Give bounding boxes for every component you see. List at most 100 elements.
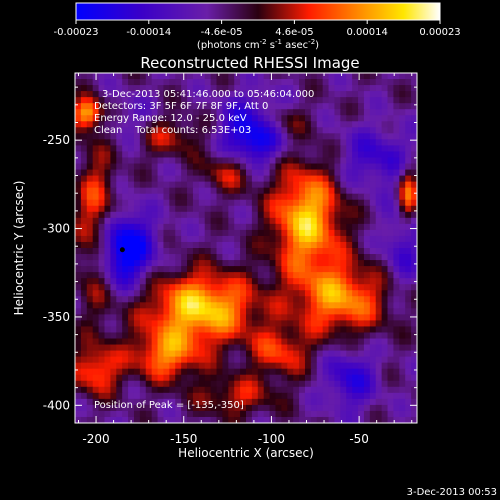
heatmap-cell (169, 139, 176, 147)
heatmap-cell (187, 235, 194, 243)
heatmap-cell (393, 115, 400, 122)
heatmap-cell (299, 326, 306, 334)
heatmap-cell (163, 217, 170, 225)
heatmap-cell (334, 109, 341, 116)
heatmap-cell (375, 103, 383, 110)
heatmap-cell (133, 241, 141, 249)
heatmap-cell (133, 121, 141, 128)
heatmap-cell (411, 157, 417, 165)
heatmap-cell (293, 103, 300, 110)
heatmap-cell (304, 127, 312, 134)
heatmap-cell (204, 139, 212, 147)
heatmap-cell (275, 254, 282, 261)
heatmap-cell (151, 260, 159, 267)
heatmap-cell (187, 151, 194, 159)
heatmap-cell (299, 416, 306, 423)
heatmap-cell (240, 103, 247, 110)
heatmap-cell (269, 91, 277, 98)
heatmap-cell (92, 145, 100, 153)
heatmap-cell (352, 85, 359, 92)
heatmap-cell (228, 175, 235, 183)
heatmap-cell (104, 133, 111, 140)
heatmap-cell (86, 356, 94, 364)
heatmap-cell (293, 284, 300, 291)
heatmap-cell (92, 368, 100, 376)
heatmap-cell (263, 199, 271, 207)
heatmap-cell (399, 181, 406, 189)
heatmap-cell (139, 79, 147, 86)
heatmap-cell (263, 229, 271, 237)
heatmap-cell (411, 416, 417, 423)
heatmap-cell (322, 350, 330, 358)
heatmap-cell (210, 380, 218, 388)
heatmap-cell (287, 356, 294, 364)
heatmap-cell (310, 103, 318, 110)
heatmap-cell (175, 103, 182, 110)
heatmap-cell (198, 404, 206, 412)
heatmap-cell (110, 398, 117, 406)
heatmap-cell (246, 338, 253, 346)
heatmap-cell (299, 386, 306, 394)
heatmap-cell (192, 410, 200, 418)
heatmap-cell (257, 380, 265, 388)
heatmap-cell (104, 91, 111, 98)
heatmap-cell (346, 374, 353, 382)
heatmap-cell (281, 181, 288, 189)
heatmap-cell (251, 326, 259, 334)
heatmap-cell (75, 157, 82, 165)
heatmap-cell (175, 145, 182, 153)
heatmap-cell (269, 338, 277, 346)
heatmap-cell (75, 241, 82, 249)
heatmap-cell (151, 392, 159, 400)
heatmap-cell (122, 350, 129, 358)
heatmap-cell (75, 151, 82, 159)
heatmap-cell (116, 199, 123, 207)
heatmap-cell (269, 410, 277, 418)
heatmap-cell (216, 380, 224, 388)
heatmap-cell (251, 392, 259, 400)
heatmap-cell (322, 356, 330, 364)
heatmap-cell (334, 374, 341, 382)
heatmap-cell (304, 187, 312, 195)
heatmap-cell (234, 199, 241, 207)
heatmap-cell (381, 350, 389, 358)
heatmap-cell (358, 235, 365, 243)
heatmap-cell (116, 91, 123, 98)
heatmap-cell (228, 398, 235, 406)
heatmap-cell (133, 85, 141, 92)
heatmap-cell (346, 79, 353, 86)
heatmap-cell (145, 85, 153, 92)
y-tick-label: -400 (43, 398, 70, 412)
heatmap-cell (92, 97, 100, 104)
heatmap-cell (411, 241, 417, 249)
heatmap-cell (358, 193, 365, 201)
heatmap-cell (145, 115, 153, 122)
heatmap-cell (269, 362, 277, 370)
heatmap-cell (110, 211, 117, 219)
heatmap-cell (116, 193, 123, 201)
heatmap-cell (411, 368, 417, 376)
heatmap-cell (169, 356, 176, 364)
heatmap-cell (251, 109, 259, 116)
heatmap-cell (181, 193, 188, 201)
heatmap-cell (169, 103, 176, 110)
heatmap-cell (251, 314, 259, 322)
heatmap-cell (405, 338, 412, 346)
heatmap-cell (304, 91, 312, 98)
heatmap-cell (269, 284, 277, 291)
image-annotations: 3-Dec-2013 05:41:46.000 to 05:46:04.000 … (94, 89, 314, 411)
heatmap-cell (387, 121, 395, 128)
heatmap-cell (293, 157, 300, 165)
heatmap-cell (328, 169, 336, 177)
heatmap-cell (299, 211, 306, 219)
heatmap-cell (240, 278, 247, 285)
heatmap-cell (328, 187, 336, 195)
heatmap-cell (316, 199, 324, 207)
heatmap-cell (145, 272, 153, 279)
heatmap-cell (204, 199, 212, 207)
heatmap-cell (405, 133, 412, 140)
heatmap-cell (381, 217, 389, 225)
heatmap-cell (346, 302, 353, 309)
heatmap-cell (222, 290, 229, 297)
heatmap-cell (75, 302, 82, 309)
